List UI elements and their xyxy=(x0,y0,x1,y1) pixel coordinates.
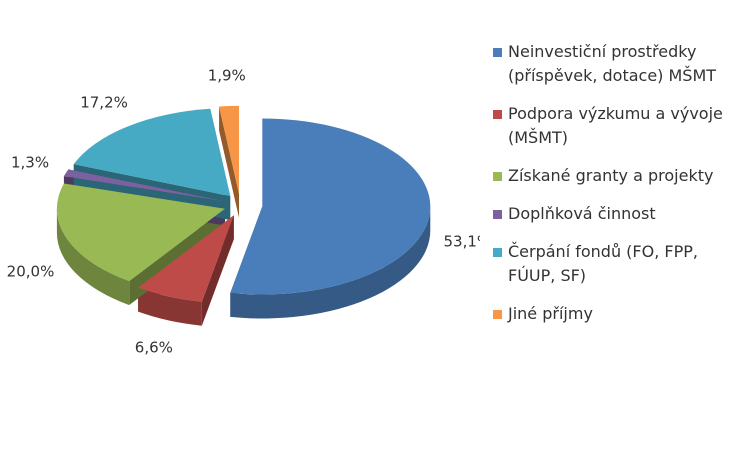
data-label: 17,2% xyxy=(80,93,128,111)
legend: Neinvestiční prostředky (příspěvek, dota… xyxy=(490,40,740,340)
pie-slice-side xyxy=(138,287,202,326)
legend-label: Neinvestiční prostředky (příspěvek, dota… xyxy=(508,42,717,85)
legend-item: Neinvestiční prostředky (příspěvek, dota… xyxy=(490,40,740,88)
data-label: 6,6% xyxy=(135,339,173,357)
legend-item: Získané granty a projekty xyxy=(490,164,740,188)
legend-label: Jiné příjmy xyxy=(508,304,593,323)
data-label: 1,9% xyxy=(208,67,246,85)
pie-plot: 53,1% 6,6% 20,0% 1,3% 17,2% 1,9% xyxy=(7,67,491,357)
legend-label: Čerpání fondů (FO, FPP, FÚUP, SF) xyxy=(508,242,698,285)
pie-slice xyxy=(138,215,234,302)
data-label: 20,0% xyxy=(7,262,55,280)
pie-slice xyxy=(219,105,240,194)
legend-item: Podpora výzkumu a vývoje (MŠMT) xyxy=(490,102,740,150)
legend-item: Doplňková činnost xyxy=(490,202,740,226)
legend-swatch xyxy=(493,48,502,57)
pie-slice xyxy=(63,169,225,202)
legend-item: Jiné příjmy xyxy=(490,302,740,326)
legend-label: Doplňková činnost xyxy=(508,204,656,223)
pie-slice-side xyxy=(230,206,431,319)
data-label: 1,3% xyxy=(11,153,49,171)
pie-slice xyxy=(230,118,431,295)
legend-swatch xyxy=(493,310,502,319)
pie-slice xyxy=(73,108,231,197)
legend-label: Podpora výzkumu a vývoje (MŠMT) xyxy=(508,104,723,147)
pie-slice-wall xyxy=(219,106,240,218)
legend-swatch xyxy=(493,248,502,257)
legend-item: Čerpání fondů (FO, FPP, FÚUP, SF) xyxy=(490,240,740,288)
pie-slice xyxy=(56,183,225,282)
legend-swatch xyxy=(493,172,502,181)
data-label: 53,1% xyxy=(444,232,480,250)
legend-label: Získané granty a projekty xyxy=(508,166,714,185)
legend-swatch xyxy=(493,110,502,119)
pie-slice-side xyxy=(56,208,130,306)
legend-swatch xyxy=(493,210,502,219)
